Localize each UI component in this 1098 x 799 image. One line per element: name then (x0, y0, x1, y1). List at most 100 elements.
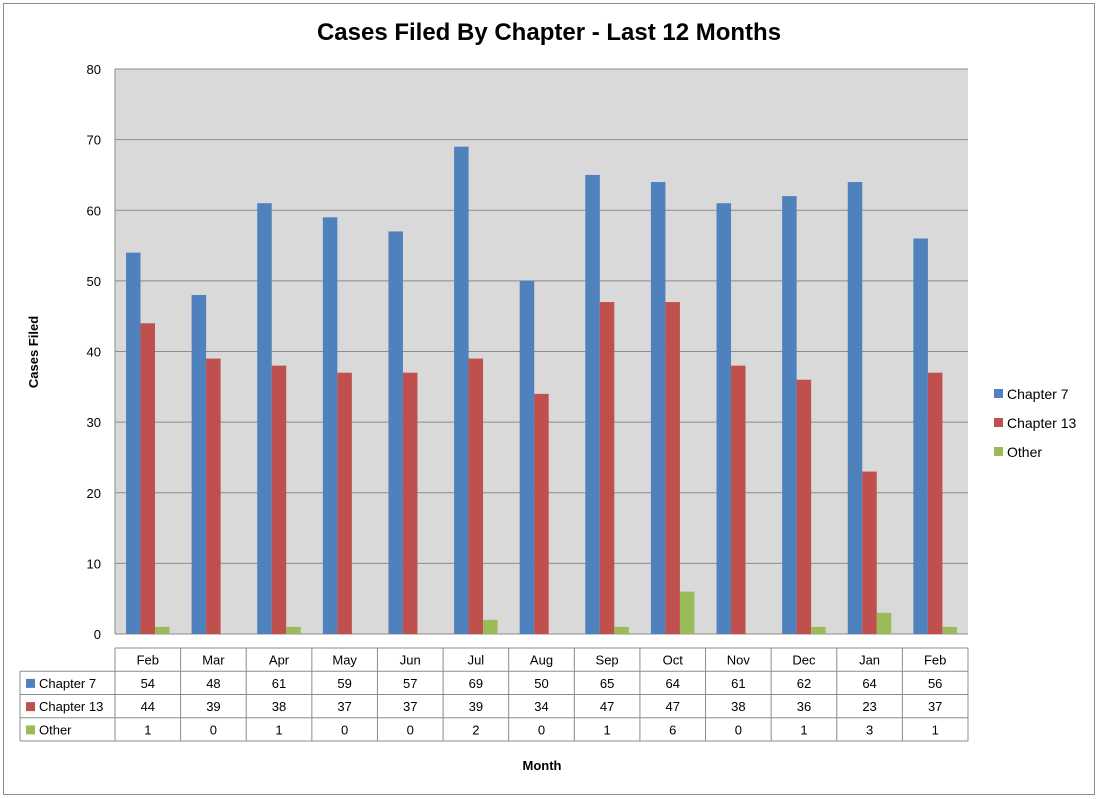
legend-key (994, 389, 1003, 398)
data-label: 1 (932, 722, 939, 737)
bar (140, 323, 155, 634)
data-table: Feb Mar Apr May Jun Jul Aug Sep Oct Nov Dec Jan Feb C… (19, 647, 969, 742)
data-label: 1 (144, 722, 151, 737)
data-label: 0 (341, 722, 348, 737)
bar (322, 217, 338, 634)
data-label: 2 (472, 722, 479, 737)
bar (716, 203, 732, 634)
data-label: 0 (210, 722, 217, 737)
x-tick-label: Jan (859, 653, 880, 668)
bar (614, 626, 629, 634)
y-tick-label: 60 (87, 203, 101, 218)
bar (468, 358, 484, 634)
x-tick-label: Feb (137, 653, 159, 668)
data-label: 65 (600, 676, 614, 691)
legend-entry: Other (1007, 444, 1042, 460)
x-tick-label: Nov (727, 653, 751, 668)
legend-key (994, 447, 1003, 456)
y-axis-title: Cases Filed (26, 316, 41, 388)
y-tick-label: 50 (87, 274, 101, 289)
bar (337, 372, 352, 634)
bar (811, 626, 826, 634)
bar (599, 302, 615, 634)
data-label: 47 (665, 699, 679, 714)
legend-entry: Chapter 13 (1007, 415, 1076, 431)
bar (388, 231, 403, 634)
x-axis-title: Month (523, 758, 562, 773)
data-label: 50 (534, 676, 548, 691)
bar (519, 280, 535, 634)
x-tick-label: Dec (792, 653, 816, 668)
bar (286, 626, 301, 634)
data-label: 54 (141, 676, 155, 691)
plot-area: 0 10 20 30 40 50 60 70 80 (87, 62, 968, 642)
data-label: 61 (272, 676, 286, 691)
data-label: 38 (731, 699, 745, 714)
data-label: 1 (603, 722, 610, 737)
bar (402, 372, 418, 634)
y-tick-label: 70 (87, 133, 101, 148)
data-label: 47 (600, 699, 614, 714)
data-label: 37 (403, 699, 417, 714)
data-label: 64 (665, 676, 679, 691)
data-label: 0 (407, 722, 414, 737)
data-label: 38 (272, 699, 286, 714)
data-label: 44 (141, 699, 155, 714)
x-tick-label: Jul (468, 653, 485, 668)
table-row-label: Chapter 13 (39, 699, 103, 714)
data-label: 0 (538, 722, 545, 737)
data-label: 39 (206, 699, 220, 714)
bar (155, 626, 170, 634)
bar (782, 196, 797, 634)
data-label: 48 (206, 676, 220, 691)
bar (679, 591, 695, 634)
table-legend-key (26, 678, 35, 688)
bar (731, 365, 746, 634)
data-label: 39 (469, 699, 483, 714)
bar (913, 238, 928, 634)
y-tick-label: 30 (87, 415, 101, 430)
x-tick-label: Apr (269, 653, 290, 668)
data-label: 62 (797, 676, 811, 691)
data-label: 64 (862, 676, 876, 691)
x-tick-label: Feb (924, 653, 946, 668)
bar (271, 365, 287, 634)
bar (862, 471, 877, 634)
legend-key (994, 418, 1003, 427)
chart-title: Cases Filed By Chapter - Last 12 Months (317, 19, 781, 46)
data-label: 34 (534, 699, 548, 714)
table-row-label: Chapter 7 (39, 676, 96, 691)
bar (665, 302, 680, 634)
bar (585, 174, 600, 634)
x-tick-label: Oct (663, 653, 684, 668)
table-legend-key (26, 702, 35, 712)
bar (650, 182, 666, 634)
bar (534, 393, 549, 634)
y-tick-label: 80 (87, 62, 101, 77)
y-tick-label: 0 (94, 627, 101, 642)
x-tick-label: May (332, 653, 357, 668)
data-label: 1 (800, 722, 807, 737)
bar (483, 619, 498, 634)
x-tick-label: Aug (530, 653, 553, 668)
table-legend-key (26, 725, 35, 735)
bar (257, 203, 272, 634)
x-tick-label: Mar (202, 653, 225, 668)
data-label: 6 (669, 722, 676, 737)
data-label: 57 (403, 676, 417, 691)
data-label: 23 (862, 699, 876, 714)
data-label: 36 (797, 699, 811, 714)
y-tick-label: 40 (87, 345, 101, 360)
bar (942, 626, 957, 634)
data-label: 37 (928, 699, 942, 714)
bar (454, 146, 469, 634)
bar (126, 252, 141, 634)
data-label: 61 (731, 676, 745, 691)
y-tick-label: 10 (87, 556, 101, 571)
data-label: 37 (337, 699, 351, 714)
bar (206, 358, 221, 634)
data-label: 3 (866, 722, 873, 737)
data-label: 56 (928, 676, 942, 691)
bar (876, 612, 892, 634)
